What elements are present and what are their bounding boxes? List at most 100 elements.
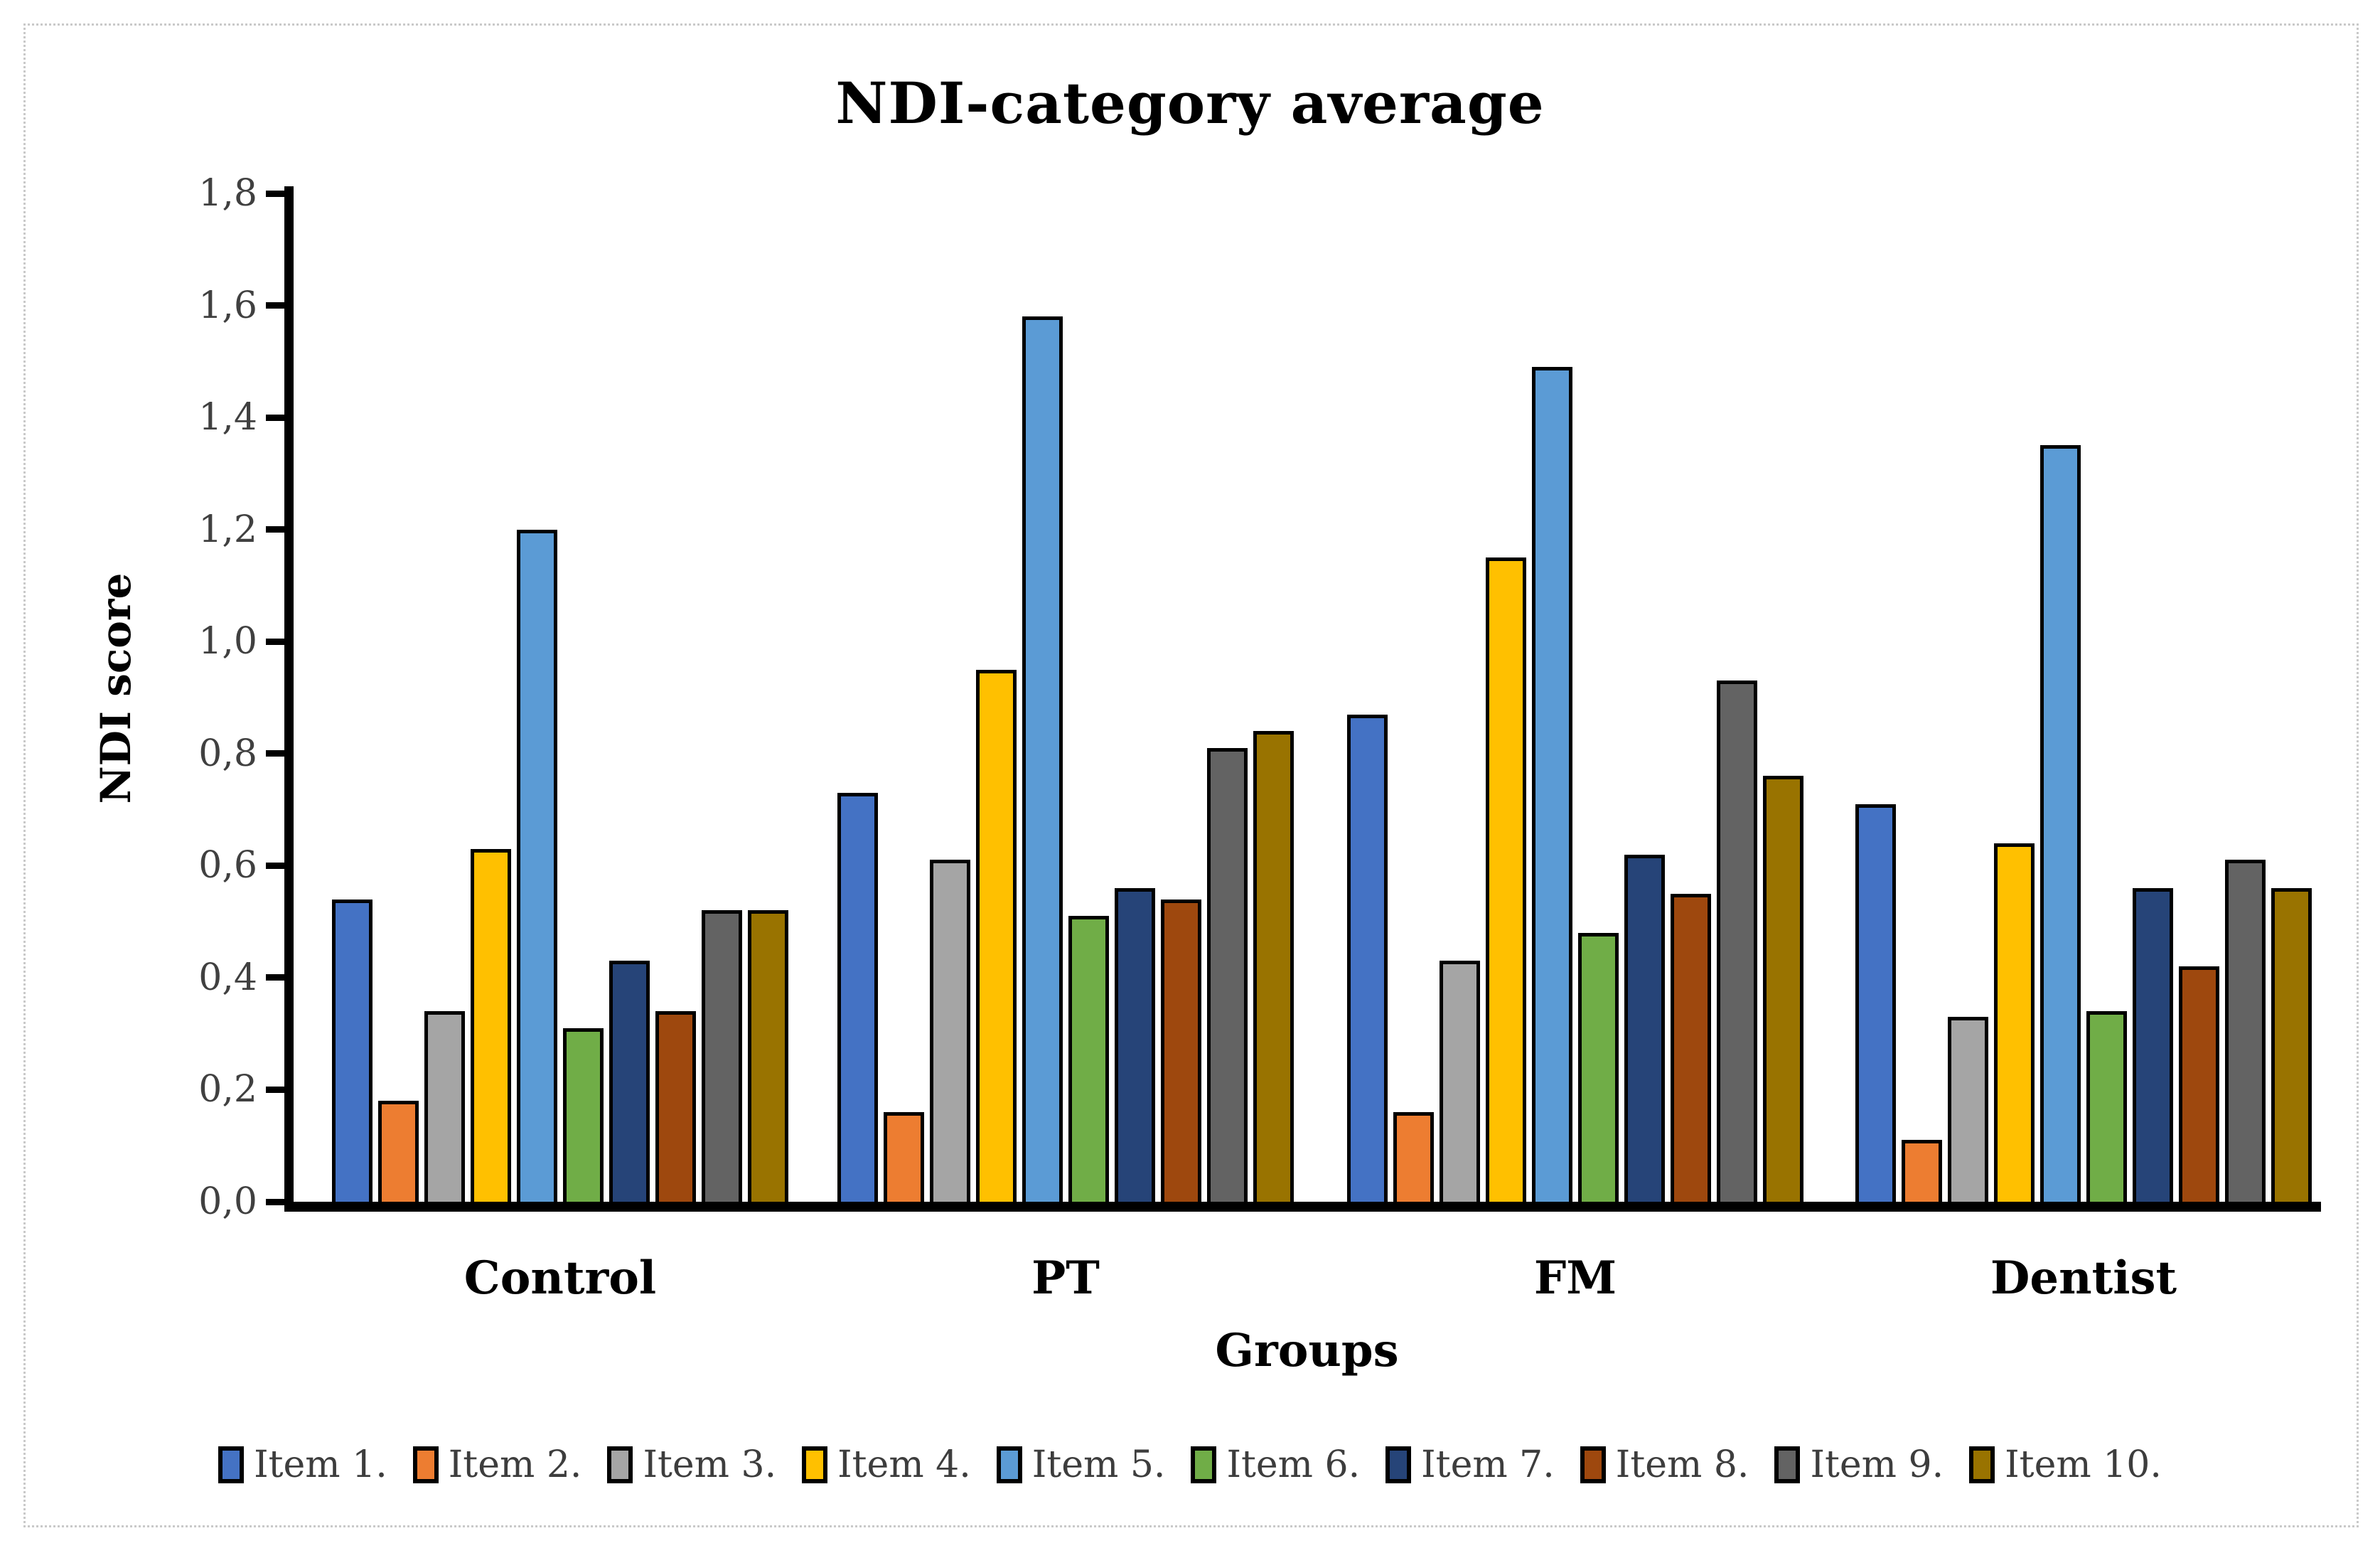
y-tick-label: 0,8 xyxy=(198,732,257,775)
bar-item-6-pt xyxy=(1068,916,1109,1202)
bar-item-4-fm xyxy=(1486,557,1526,1202)
bar-item-10-control xyxy=(748,910,788,1202)
bar-item-3-pt xyxy=(930,860,970,1202)
bar-item-7-pt xyxy=(1115,888,1155,1202)
bar-item-4-control xyxy=(471,849,511,1202)
legend: Item 1. Item 2. Item 3. Item 4. Item 5. Item … xyxy=(0,1443,2380,1486)
y-tick-mark xyxy=(266,974,284,981)
y-tick-mark xyxy=(266,750,284,757)
y-tick-label: 1,6 xyxy=(198,284,257,327)
legend-label: Item 10. xyxy=(2005,1443,2162,1486)
bar-item-7-fm xyxy=(1624,855,1665,1202)
bar-item-2-pt xyxy=(884,1112,924,1202)
bar-item-3-dentist xyxy=(1948,1017,1988,1202)
y-tick-mark xyxy=(266,1198,284,1205)
bar-item-6-control xyxy=(563,1028,604,1202)
bar-group-fm xyxy=(1347,367,1803,1202)
legend-label: Item 1. xyxy=(254,1443,387,1486)
y-tick-label: 0,4 xyxy=(198,956,257,999)
x-category-label-dentist: Dentist xyxy=(1990,1252,2177,1305)
legend-swatch-item-5 xyxy=(996,1446,1022,1483)
x-category-label-control: Control xyxy=(463,1252,657,1305)
bar-group-control xyxy=(332,530,788,1202)
bar-item-5-pt xyxy=(1022,316,1063,1202)
bar-item-7-dentist xyxy=(2133,888,2173,1202)
plot-area: 1,8 1,6 1,4 1,2 1,0 0,8 0,6 0,4 0,2 0,0 xyxy=(198,175,2321,1220)
bar-item-3-control xyxy=(424,1011,465,1202)
y-tick-label: 1,8 xyxy=(198,172,257,215)
legend-item-item-6: Item 6. xyxy=(1191,1443,1360,1486)
legend-item-item-1: Item 1. xyxy=(218,1443,387,1486)
legend-label: Item 9. xyxy=(1810,1443,1944,1486)
figure-frame xyxy=(23,23,2359,1527)
y-tick-mark xyxy=(266,638,284,645)
bar-item-6-fm xyxy=(1578,933,1619,1202)
legend-swatch-item-8 xyxy=(1580,1446,1606,1483)
legend-swatch-item-7 xyxy=(1385,1446,1412,1483)
y-tick-mark xyxy=(266,302,284,309)
legend-label: Item 6. xyxy=(1226,1443,1361,1486)
legend-item-item-5: Item 5. xyxy=(996,1443,1166,1486)
bar-item-8-pt xyxy=(1161,900,1201,1202)
y-tick-label: 1,2 xyxy=(198,508,257,551)
bar-item-3-fm xyxy=(1440,961,1480,1202)
legend-item-item-10: Item 10. xyxy=(1969,1443,2162,1486)
bar-item-9-fm xyxy=(1717,681,1757,1202)
bar-item-8-dentist xyxy=(2179,966,2219,1202)
legend-item-item-8: Item 8. xyxy=(1580,1443,1749,1486)
bar-item-9-dentist xyxy=(2225,860,2266,1202)
bar-item-5-dentist xyxy=(2040,445,2081,1202)
x-axis-line xyxy=(284,1202,2321,1212)
x-category-label-pt: PT xyxy=(1031,1252,1100,1305)
bar-item-8-control xyxy=(655,1011,696,1202)
legend-item-item-7: Item 7. xyxy=(1385,1443,1555,1486)
bar-item-10-dentist xyxy=(2271,888,2312,1202)
legend-swatch-item-2 xyxy=(412,1446,439,1483)
x-axis-title: Groups xyxy=(1215,1324,1399,1377)
bar-item-1-dentist xyxy=(1855,804,1896,1202)
bar-item-4-dentist xyxy=(1994,843,2035,1202)
legend-item-item-9: Item 9. xyxy=(1774,1443,1944,1486)
legend-swatch-item-6 xyxy=(1191,1446,1217,1483)
y-tick-mark xyxy=(266,862,284,869)
bar-item-4-pt xyxy=(976,670,1017,1202)
legend-item-item-3: Item 3. xyxy=(607,1443,776,1486)
bar-item-7-control xyxy=(609,961,650,1202)
y-tick-label: 0,2 xyxy=(198,1068,257,1111)
y-tick-label: 0,6 xyxy=(198,844,257,887)
y-tick-label: 1,0 xyxy=(198,620,257,663)
bar-group-pt xyxy=(837,316,1294,1202)
legend-label: Item 5. xyxy=(1031,1443,1166,1486)
bar-item-9-control xyxy=(702,910,742,1202)
bar-item-10-fm xyxy=(1763,776,1803,1202)
y-tick-mark xyxy=(266,414,284,421)
y-tick-label: 0,0 xyxy=(198,1180,257,1223)
legend-label: Item 4. xyxy=(837,1443,971,1486)
bar-item-2-fm xyxy=(1393,1112,1434,1202)
legend-label: Item 3. xyxy=(643,1443,777,1486)
bar-item-5-control xyxy=(517,530,557,1202)
y-axis-line xyxy=(284,186,294,1202)
y-tick-label: 1,4 xyxy=(198,396,257,439)
chart-title: NDI-category average xyxy=(835,70,1545,137)
legend-label: Item 7. xyxy=(1421,1443,1555,1486)
y-tick-mark xyxy=(266,526,284,533)
bar-item-9-pt xyxy=(1207,748,1248,1202)
y-tick-mark xyxy=(266,1086,284,1093)
bar-item-1-fm xyxy=(1347,715,1388,1202)
y-tick-mark xyxy=(266,190,284,197)
bar-item-2-dentist xyxy=(1902,1140,1942,1202)
legend-swatch-item-1 xyxy=(218,1446,245,1483)
legend-swatch-item-10 xyxy=(1969,1446,1995,1483)
legend-swatch-item-3 xyxy=(607,1446,633,1483)
legend-item-item-4: Item 4. xyxy=(802,1443,971,1486)
legend-swatch-item-4 xyxy=(802,1446,828,1483)
bar-item-1-pt xyxy=(837,793,878,1202)
legend-item-item-2: Item 2. xyxy=(412,1443,581,1486)
bar-group-dentist xyxy=(1855,445,2312,1202)
legend-label: Item 8. xyxy=(1615,1443,1749,1486)
bar-item-10-pt xyxy=(1253,731,1294,1202)
x-category-label-fm: FM xyxy=(1533,1252,1617,1305)
bar-item-6-dentist xyxy=(2086,1011,2127,1202)
bar-item-8-fm xyxy=(1671,894,1711,1202)
